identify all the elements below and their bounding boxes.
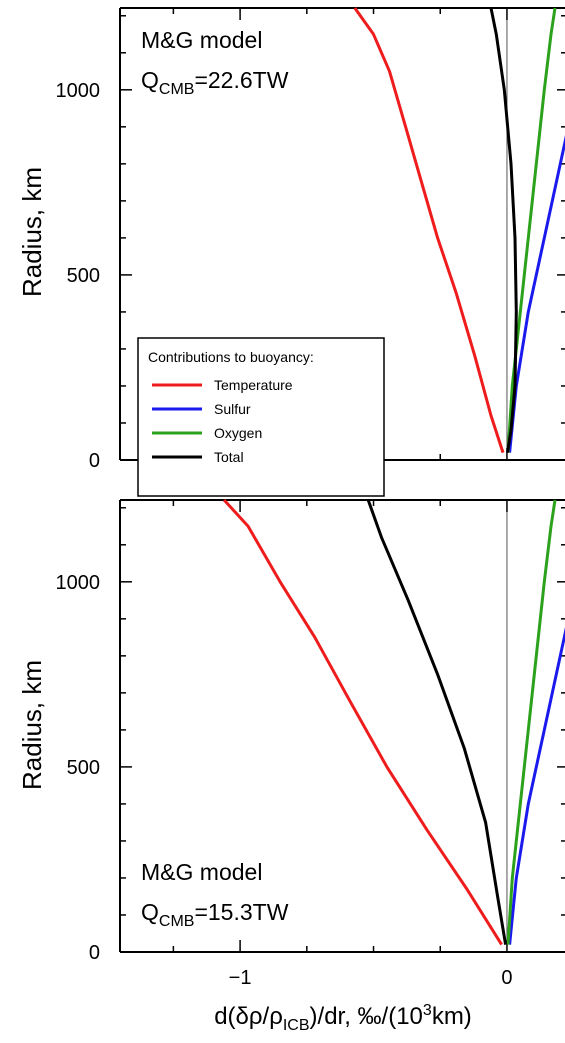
x-axis-label: d(δρ/ρICB)/dr, ‰/(103km) — [214, 1002, 472, 1034]
legend: Contributions to buoyancy: Temperature Su… — [138, 338, 384, 496]
top-ytick-label: 500 — [67, 265, 100, 287]
bottom-model-label: M&G model — [141, 859, 262, 885]
legend-label-oxygen: Oxygen — [214, 425, 262, 441]
legend-label-total: Total — [214, 449, 244, 465]
top-ytick-label: 0 — [89, 450, 100, 472]
legend-label-sulfur: Sulfur — [214, 401, 251, 417]
legend-label-temperature: Temperature — [214, 377, 293, 393]
xtick-label: −1 — [229, 967, 252, 989]
bottom-ytick-label: 1000 — [56, 572, 101, 594]
bottom-ytick-label: 0 — [89, 942, 100, 964]
bottom-ytick-label: 500 — [67, 757, 100, 779]
bottom-ylabel: Radius, km — [17, 660, 47, 790]
xtick-label: 0 — [501, 967, 512, 989]
legend-title: Contributions to buoyancy: — [148, 349, 314, 365]
top-ytick-label: 1000 — [56, 80, 101, 102]
top-ylabel: Radius, km — [17, 167, 47, 297]
top-model-label: M&G model — [141, 27, 262, 53]
